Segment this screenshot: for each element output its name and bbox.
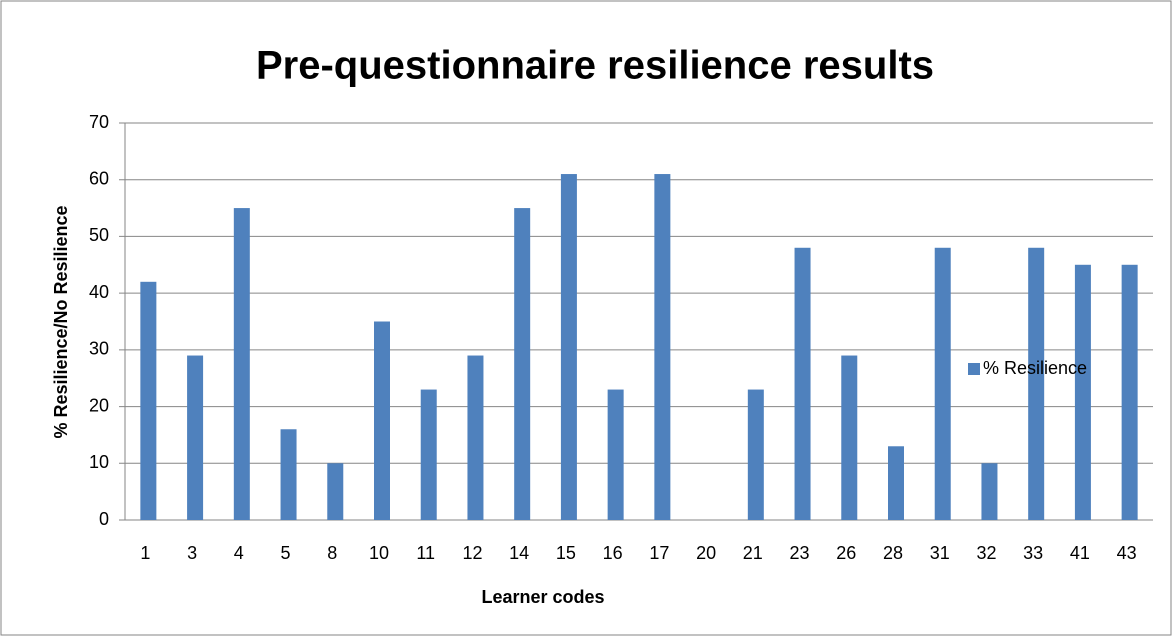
x-axis-label: Learner codes [481, 587, 604, 607]
bar [187, 355, 204, 520]
bar [1074, 264, 1091, 520]
y-axis-label: % Resilience/No Resilience [51, 205, 71, 438]
chart-title: Pre-questionnaire resilience results [256, 44, 934, 88]
bar [888, 446, 904, 520]
x-tick-label: 43 [1117, 543, 1137, 563]
bar [1028, 247, 1045, 520]
bar [560, 174, 577, 521]
x-tick-label: 10 [369, 543, 389, 563]
bar [654, 174, 671, 521]
x-tick-label: 23 [790, 543, 810, 563]
x-tick-label: 16 [603, 543, 623, 563]
y-tick-label: 20 [89, 395, 109, 415]
x-tick-label: 33 [1023, 543, 1043, 563]
x-tick-label: 32 [976, 543, 996, 563]
legend-label: % Resilience [983, 358, 1087, 378]
bar [1121, 264, 1138, 520]
x-tick-label: 31 [930, 543, 950, 563]
y-tick-label: 0 [99, 509, 109, 529]
bar [794, 247, 811, 520]
bar [514, 208, 531, 521]
y-tick-label: 50 [89, 225, 109, 245]
x-tick-label: 14 [509, 543, 529, 563]
legend-swatch [968, 363, 980, 375]
x-tick-label: 15 [556, 543, 576, 563]
x-tick-label: 8 [327, 543, 337, 563]
y-tick-label: 70 [89, 112, 109, 132]
bar [140, 281, 157, 520]
bar [280, 429, 297, 520]
x-tick-label: 41 [1070, 543, 1090, 563]
x-tick-label: 17 [649, 543, 669, 563]
x-tick-label: 3 [187, 543, 197, 563]
x-tick-label: 20 [696, 543, 716, 563]
x-tick-label: 26 [836, 543, 856, 563]
bar [233, 208, 250, 521]
bar [981, 463, 998, 520]
y-tick-label: 60 [89, 168, 109, 188]
x-tick-label: 12 [462, 543, 482, 563]
x-tick-label: 11 [416, 543, 435, 563]
x-tick-label: 28 [883, 543, 903, 563]
bar [467, 355, 484, 520]
bar [607, 389, 624, 520]
y-tick-label: 30 [89, 339, 109, 359]
y-tick-label: 40 [89, 282, 109, 302]
bar [747, 389, 764, 520]
bar [327, 463, 344, 520]
bar [374, 321, 390, 520]
bar [420, 389, 437, 520]
x-tick-label: 4 [234, 543, 244, 563]
x-tick-label: 1 [140, 543, 150, 563]
y-tick-label: 10 [89, 452, 109, 472]
x-tick-label: 21 [743, 543, 763, 563]
x-tick-label: 5 [281, 543, 291, 563]
bar [841, 355, 858, 520]
bar [934, 247, 951, 520]
